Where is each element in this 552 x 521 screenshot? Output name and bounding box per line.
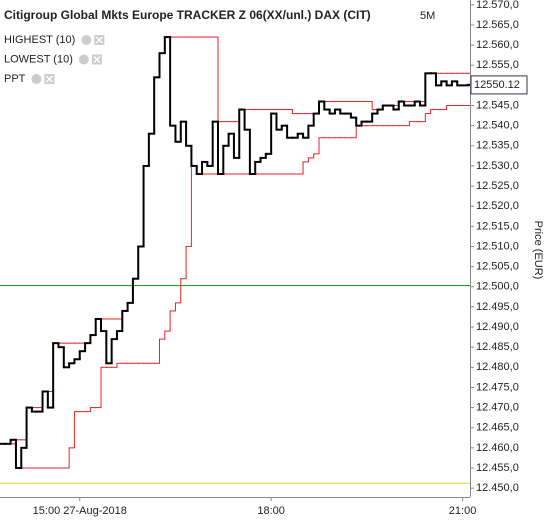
x-tick-label: 15:00 27-Aug-2018 — [33, 505, 127, 517]
y-tick-label: 12.520,0 — [476, 200, 519, 212]
y-tick-label: 12.515,0 — [476, 220, 519, 232]
legend-remove-x — [93, 55, 101, 64]
legend-remove-x — [45, 75, 53, 83]
y-tick-label: 12.535,0 — [476, 140, 519, 152]
legend-label: PPT — [4, 73, 26, 85]
y-tick-label: 12.495,0 — [476, 301, 519, 313]
x-tick-label: 18:00 — [257, 505, 285, 517]
y-tick-label: 12.460,0 — [476, 442, 519, 454]
y-tick-label: 12.490,0 — [476, 321, 519, 333]
y-tick-label: 12.560,0 — [476, 39, 519, 51]
y-tick-label: 12.500,0 — [476, 281, 519, 293]
y-tick-label: 12.455,0 — [476, 462, 519, 474]
y-tick-label: 12.565,0 — [476, 19, 519, 31]
y-tick-label: 12.470,0 — [476, 401, 519, 413]
y-tick-label: 12.450,0 — [476, 482, 519, 494]
plot-area — [0, 36, 470, 484]
y-tick-label: 12.475,0 — [476, 381, 519, 393]
y-tick-label: 12.480,0 — [476, 361, 519, 373]
y-tick-label: 12.530,0 — [476, 160, 519, 172]
legend-remove-x — [95, 36, 103, 44]
legend-settings-icon — [78, 54, 89, 65]
y-tick-label: 12.545,0 — [476, 99, 519, 111]
interval: 5M — [420, 10, 435, 22]
y-tick-label: 12.555,0 — [476, 59, 519, 71]
last-price-box — [470, 75, 528, 95]
y-tick-label: 12.510,0 — [476, 240, 519, 252]
y-tick-label: 12.525,0 — [476, 180, 519, 192]
y-tick-label: 12.505,0 — [476, 261, 519, 273]
y-axis-label: Price (EUR) — [532, 221, 544, 280]
chart-title: Citigroup Global Mkts Europe TRACKER Z 0… — [4, 8, 371, 22]
legend-label: LOWEST (10) — [4, 53, 73, 65]
y-tick-label: 12.540,0 — [476, 120, 519, 132]
y-tick-label: 12.465,0 — [476, 422, 519, 434]
y-tick-label: 12.485,0 — [476, 341, 519, 353]
legend-settings-icon — [31, 74, 42, 84]
legend-settings-icon — [81, 35, 92, 45]
legend-label: HIGHEST (10) — [4, 34, 75, 46]
y-tick-label: 12.570,0 — [476, 0, 519, 11]
last-price-label: 12550.12 — [474, 79, 520, 91]
x-tick-label: 21:00 — [449, 505, 477, 517]
